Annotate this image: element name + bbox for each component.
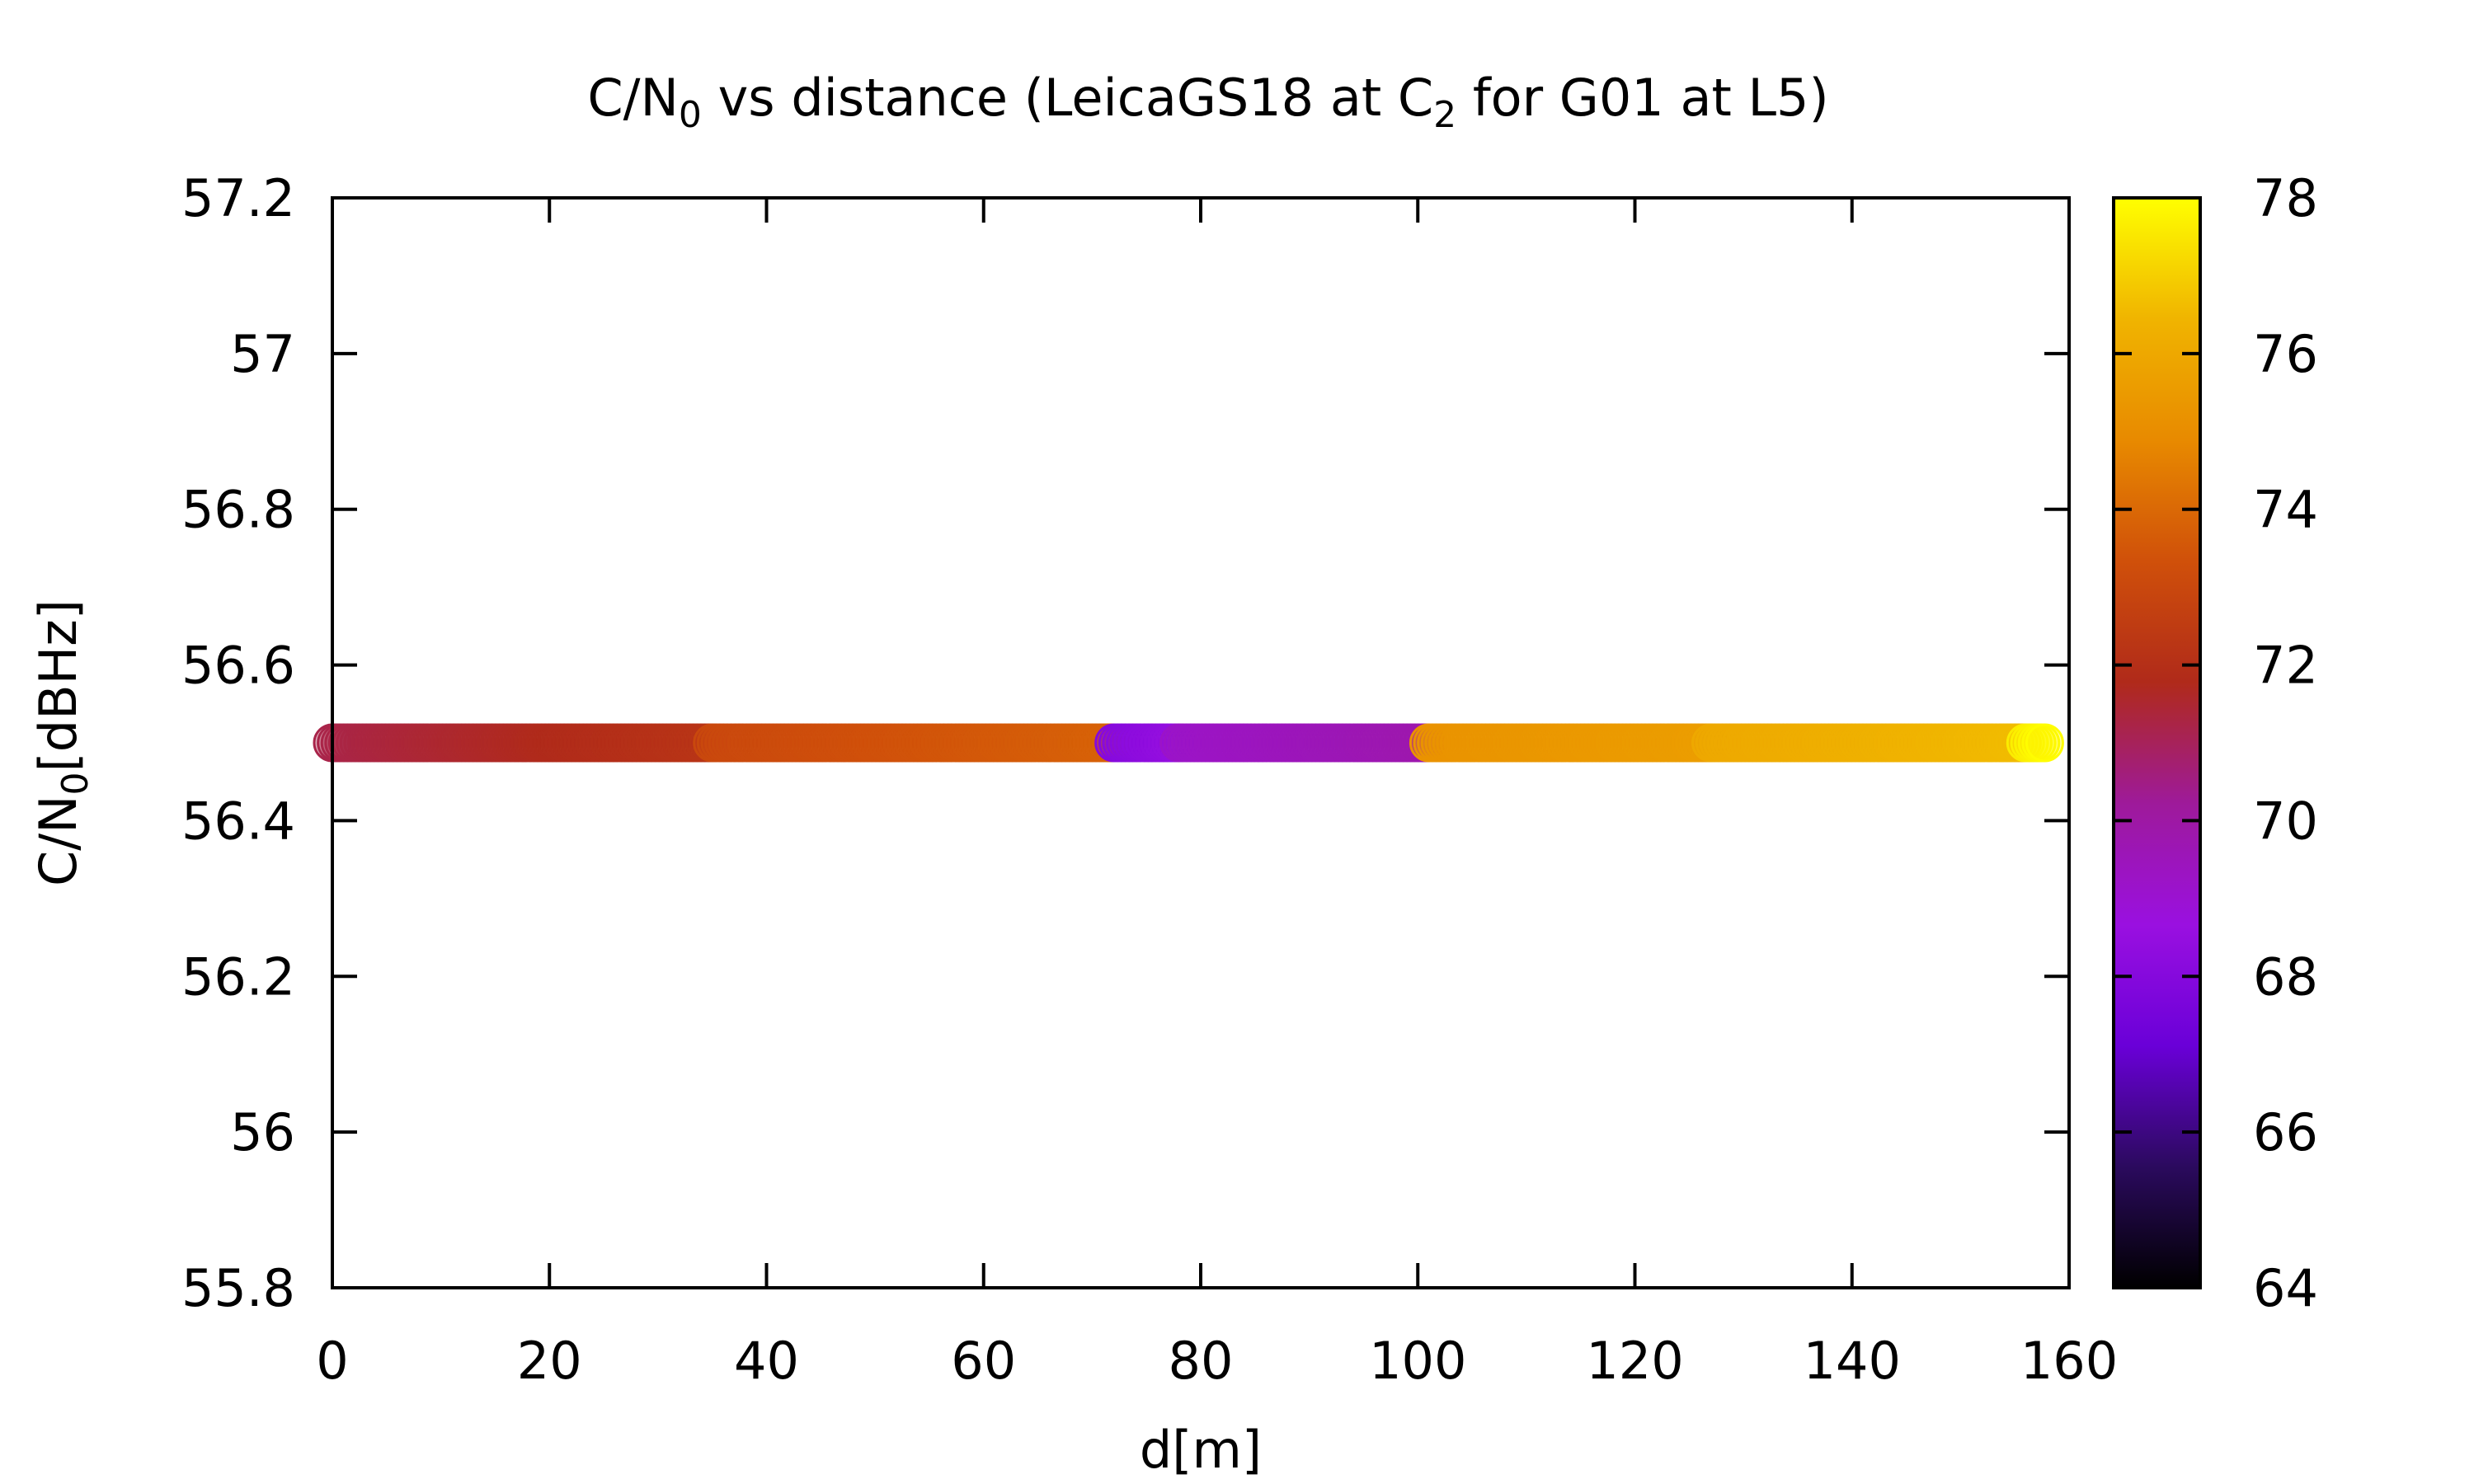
y-tick-label: 56.8 xyxy=(181,480,295,540)
colorbar-tick-label: 76 xyxy=(2253,324,2318,384)
data-point xyxy=(2025,723,2064,763)
data-points xyxy=(313,723,2064,763)
x-tick-label: 0 xyxy=(316,1331,348,1391)
x-axis-label: d[m] xyxy=(1140,1420,1262,1480)
y-tick-label: 56.4 xyxy=(181,791,295,851)
y-tick-label: 55.8 xyxy=(181,1258,295,1318)
x-tick-label: 80 xyxy=(1169,1331,1234,1391)
colorbar-tick-label: 70 xyxy=(2253,791,2318,851)
colorbar-tick-label: 72 xyxy=(2253,636,2318,696)
y-tick-label: 56 xyxy=(230,1102,295,1162)
y-axis: 55.8 56 56.2 56.4 56.6 56.8 57 57.2 xyxy=(181,168,2069,1318)
colorbar-gradient xyxy=(2114,198,2200,1288)
chart-title: C/N0 vs distance (LeicaGS18 at C2 for G0… xyxy=(587,68,1828,136)
x-axis: 0 20 40 60 80 100 120 140 160 xyxy=(316,198,2118,1391)
x-tick-label: 120 xyxy=(1586,1331,1683,1391)
x-tick-label: 140 xyxy=(1804,1331,1901,1391)
x-tick-label: 160 xyxy=(2020,1331,2118,1391)
y-tick-label: 56.6 xyxy=(181,636,295,696)
colorbar-tick-label: 74 xyxy=(2253,480,2318,540)
colorbar-tick-label: 64 xyxy=(2253,1258,2318,1318)
x-tick-label: 60 xyxy=(951,1331,1016,1391)
colorbar-tick-label: 68 xyxy=(2253,946,2318,1007)
y-tick-label: 57 xyxy=(230,324,295,384)
y-tick-label: 57.2 xyxy=(181,168,295,228)
x-tick-label: 40 xyxy=(734,1331,799,1391)
y-axis-label: C/N0[dBHz] xyxy=(28,599,96,886)
y-tick-label: 56.2 xyxy=(181,946,295,1007)
colorbar-tick-label: 78 xyxy=(2253,168,2318,228)
x-tick-label: 20 xyxy=(517,1331,582,1391)
colorbar-axis: 64 66 68 70 72 74 76 78 xyxy=(2114,168,2318,1318)
x-tick-label: 100 xyxy=(1369,1331,1466,1391)
colorbar-frame xyxy=(2112,196,2202,1289)
colorbar-tick-label: 66 xyxy=(2253,1102,2318,1162)
